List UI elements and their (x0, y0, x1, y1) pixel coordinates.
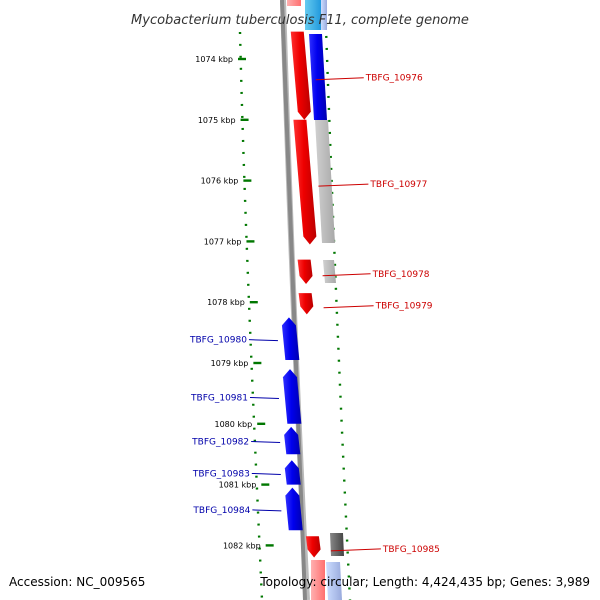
tick-label: 1078 kbp (207, 298, 245, 307)
gene-label: TBFG_10985 (382, 545, 440, 555)
tick-label: 1080 kbp (215, 420, 253, 429)
topology-text: Topology: circular; Length: 4,424,435 bp… (259, 575, 590, 589)
gene-arrow (293, 119, 317, 245)
tick-label: 1081 kbp (219, 481, 257, 490)
gene-arrow (282, 369, 302, 424)
gene-leader-line (322, 273, 371, 277)
gene-arrow (284, 460, 301, 485)
gene-label: TBFG_10980 (189, 336, 247, 346)
tick-label: 1075 kbp (198, 116, 236, 125)
gene-arrow (284, 426, 301, 455)
gene-label: TBFG_10978 (372, 270, 430, 280)
gene-label: TBFG_10984 (192, 506, 250, 516)
gene-label: TBFG_10981 (190, 393, 248, 403)
track-bar-gray-1 (315, 120, 335, 243)
gene-leader-line (251, 472, 281, 475)
gene-leader-line (323, 305, 374, 309)
track-bar-blue (309, 34, 327, 120)
track-bar-dark (330, 533, 344, 556)
gene-leader-line (248, 339, 278, 342)
gene-leader-line (315, 77, 364, 81)
gene-leader-line (251, 441, 281, 444)
gene-label: TBFG_10977 (369, 180, 427, 190)
gene-arrow (281, 317, 300, 360)
tick-label: 1077 kbp (204, 237, 242, 246)
tick-label: 1074 kbp (195, 55, 233, 64)
scale-ticks: 1074 kbp 1075 kbp 1076 kbp 1077 kbp 1078 kbp… (195, 55, 274, 550)
gene-labels: TBFG_10976 TBFG_10977 TBFG_10978 TBFG_10979… (189, 74, 440, 555)
map-title: Mycobacterium tuberculosis F11, complete… (131, 13, 469, 28)
gene-label: TBFG_10982 (191, 438, 249, 448)
gene-leader-line (330, 548, 381, 552)
gene-leader-line (318, 183, 369, 187)
gene-arrow (285, 487, 303, 531)
inner-ring-dots (323, 0, 352, 600)
gene-leader-line (252, 509, 282, 512)
gene-label: TBFG_10979 (375, 302, 433, 312)
feature-offscreen-top-lightblue (321, 0, 327, 30)
scale-ring-dots (238, 31, 264, 600)
gene-arrow (305, 536, 321, 558)
tick-label: 1079 kbp (211, 359, 249, 368)
tick-label: 1082 kbp (223, 541, 261, 550)
track-bar-lightblue-bottom (326, 562, 342, 600)
tick-label: 1076 kbp (201, 177, 239, 186)
gene-label: TBFG_10976 (365, 74, 423, 84)
gene-label: TBFG_10983 (192, 469, 250, 479)
gene-arrow (298, 293, 314, 315)
gene-features (281, 31, 321, 558)
accession-text: Accession: NC_009565 (9, 575, 145, 589)
gene-arrow (297, 259, 313, 284)
gene-arrow (290, 31, 311, 120)
gene-leader-line (249, 396, 279, 399)
feature-offscreen-top-red (287, 0, 301, 6)
track-bar-gray-2 (323, 260, 336, 283)
feature-offscreen-top-cyan (305, 0, 321, 30)
track-bar-pink-bottom (311, 560, 325, 600)
